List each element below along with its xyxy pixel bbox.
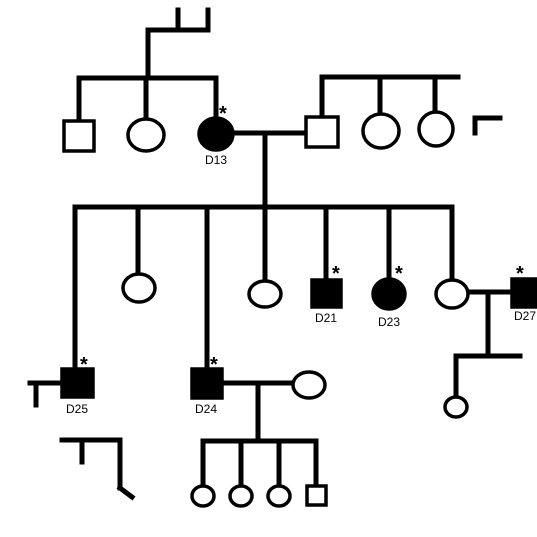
female-unaffected-symbol	[434, 278, 470, 310]
asterisk-d25: *	[80, 354, 88, 376]
label-d24: D24	[195, 402, 217, 416]
male-affected-symbol	[190, 367, 224, 400]
label-d23: D23	[378, 315, 400, 329]
male-unaffected-symbol	[304, 115, 340, 149]
male-affected-symbol	[310, 278, 343, 309]
female-unaffected-symbol	[126, 117, 166, 153]
connector-lines	[27, 7, 523, 501]
female-unaffected-symbol	[228, 484, 254, 508]
line-lower-left-tick	[116, 484, 136, 501]
label-d13: D13	[205, 153, 227, 167]
male-affected-symbol	[510, 277, 537, 309]
male-unaffected-symbol	[62, 119, 96, 153]
female-affected-symbol	[197, 116, 235, 152]
asterisk-d13: *	[219, 103, 227, 125]
female-unaffected-symbol	[361, 112, 401, 150]
individuals: * D13 * D21 * D23 * D27 * D25 * D24	[60, 103, 537, 508]
line-lower-left-partial	[59, 437, 123, 491]
female-unaffected-symbol	[417, 110, 455, 148]
male-affected-symbol	[60, 367, 95, 399]
female-unaffected-symbol	[247, 279, 283, 309]
line-top-corner	[175, 7, 211, 33]
female-unaffected-symbol	[121, 272, 157, 304]
label-d21: D21	[315, 311, 337, 325]
female-unaffected-symbol	[291, 370, 327, 400]
asterisk-d21: *	[332, 263, 340, 285]
male-unaffected-symbol	[305, 484, 328, 507]
female-unaffected-symbol	[190, 484, 216, 508]
female-affected-symbol	[371, 277, 407, 311]
asterisk-d23: *	[395, 263, 403, 285]
asterisk-d27: *	[516, 263, 524, 285]
female-unaffected-symbol	[443, 395, 469, 419]
line-right-partial	[472, 115, 503, 136]
label-d25: D25	[66, 402, 88, 416]
asterisk-d24: *	[210, 354, 218, 376]
label-d27: D27	[514, 309, 536, 323]
female-unaffected-symbol	[266, 484, 292, 508]
